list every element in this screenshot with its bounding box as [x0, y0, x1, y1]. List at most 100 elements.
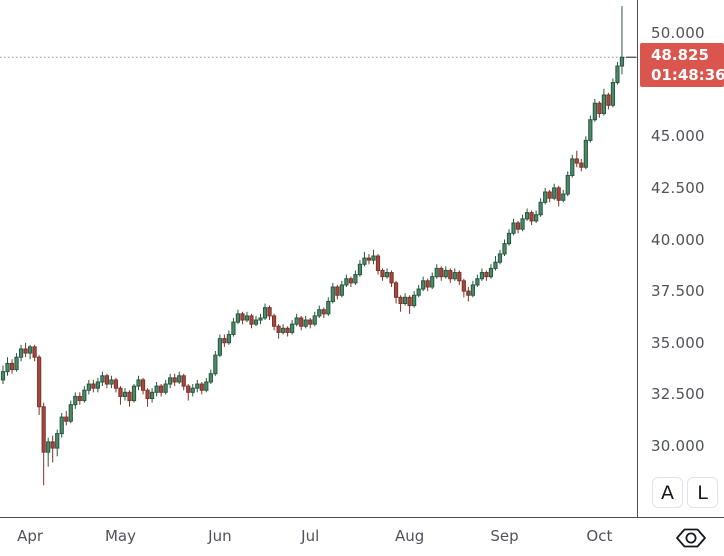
- candle: [213, 354, 218, 375]
- candle: [366, 257, 372, 261]
- candle: [131, 385, 137, 402]
- candle: [181, 375, 186, 387]
- eye-icon[interactable]: [672, 524, 709, 551]
- candle: [222, 338, 227, 344]
- candle: [412, 294, 417, 307]
- candle: [258, 317, 263, 321]
- candle: [403, 296, 408, 305]
- candle: [271, 315, 277, 327]
- candle: [285, 327, 290, 333]
- candle: [240, 313, 245, 321]
- candle: [601, 94, 606, 115]
- auto-scale-button[interactable]: A: [652, 477, 683, 508]
- candle: [127, 391, 132, 402]
- candle: [565, 174, 570, 195]
- price-tick-label: 40.000: [651, 230, 705, 249]
- candle: [9, 362, 15, 371]
- candle: [529, 212, 534, 222]
- candle: [0, 371, 6, 381]
- candle: [113, 379, 119, 389]
- candle: [574, 158, 579, 164]
- candle: [588, 119, 593, 141]
- candle: [534, 214, 539, 222]
- candle: [145, 389, 150, 400]
- candle: [231, 321, 236, 335]
- candle: [524, 212, 530, 220]
- price-tick-label: 30.000: [651, 437, 705, 455]
- candle: [55, 433, 60, 449]
- candle: [46, 441, 51, 453]
- candle: [547, 191, 552, 199]
- price-tick-label: 50.000: [651, 24, 705, 42]
- candle: [235, 313, 241, 323]
- price-tick-label: 35.000: [651, 333, 705, 352]
- candle: [23, 348, 28, 354]
- candle: [276, 325, 281, 333]
- month-label: May: [104, 527, 136, 545]
- candle: [190, 387, 195, 393]
- candle: [303, 319, 308, 327]
- candle: [344, 278, 349, 286]
- candle: [592, 102, 597, 121]
- candle: [475, 278, 480, 286]
- candle: [515, 222, 521, 230]
- candle: [357, 263, 363, 276]
- candle: [538, 201, 543, 216]
- candle: [208, 373, 213, 383]
- candle: [149, 391, 155, 400]
- candle: [195, 383, 200, 389]
- candle: [14, 356, 19, 371]
- candle: [452, 272, 457, 280]
- candle: [425, 280, 430, 288]
- log-scale-button[interactable]: L: [687, 477, 718, 508]
- candle: [28, 346, 33, 354]
- price-axis-border: [637, 0, 638, 517]
- time-axis[interactable]: Apr May Jun Jul Aug Sep Oct: [0, 518, 637, 556]
- candle: [561, 193, 566, 201]
- candle: [543, 191, 548, 203]
- candle: [204, 381, 209, 391]
- candle: [506, 232, 512, 245]
- candle: [140, 379, 146, 391]
- candle: [82, 389, 87, 402]
- candle: [37, 356, 42, 408]
- price-tick-label: 37.500: [651, 282, 705, 301]
- candle: [154, 385, 159, 393]
- candle: [398, 296, 403, 305]
- candle: [439, 267, 444, 278]
- candle: [118, 387, 123, 397]
- candle: [267, 307, 272, 317]
- candle: [91, 383, 96, 389]
- candle: [457, 272, 462, 282]
- candle: [556, 187, 561, 201]
- price-tick-label: 42.500: [651, 178, 705, 197]
- candle: [59, 416, 64, 435]
- bar-countdown: 01:48:36: [651, 66, 724, 85]
- candle: [281, 327, 286, 333]
- candle: [579, 162, 584, 168]
- candle: [619, 56, 625, 67]
- candle: [317, 309, 322, 317]
- candle: [321, 309, 326, 315]
- candle: [375, 255, 381, 271]
- candle: [421, 280, 426, 290]
- candle: [262, 307, 268, 319]
- candle: [493, 261, 498, 269]
- candle: [290, 323, 295, 333]
- current-price-label: 48.825 01:48:36: [640, 43, 724, 88]
- candle: [41, 406, 46, 453]
- candle: [448, 269, 453, 280]
- candle: [163, 383, 168, 393]
- candle: [389, 272, 394, 284]
- candle: [217, 338, 222, 356]
- month-label: Jul: [301, 527, 320, 545]
- candle: [488, 267, 494, 278]
- candle: [5, 362, 10, 373]
- candle: [502, 243, 507, 255]
- candle: [326, 300, 331, 315]
- candle: [362, 257, 367, 265]
- candle: [461, 280, 466, 292]
- candle: [583, 139, 588, 168]
